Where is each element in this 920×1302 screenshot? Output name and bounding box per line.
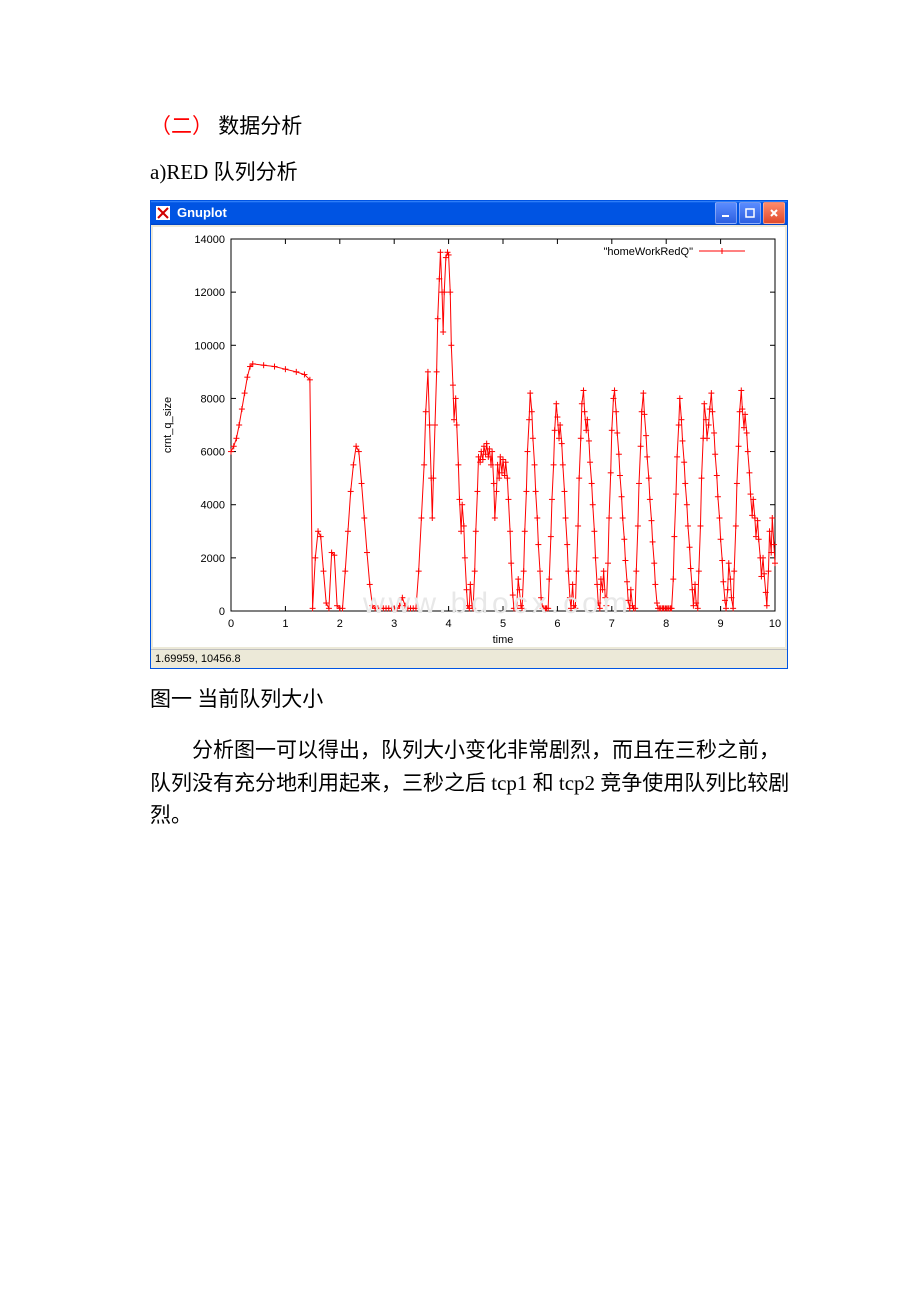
svg-text:8000: 8000: [201, 393, 225, 405]
svg-text:crnt_q_size: crnt_q_size: [162, 396, 174, 452]
window-titlebar: Gnuplot: [151, 201, 787, 225]
svg-text:4000: 4000: [201, 499, 225, 511]
figure-caption: 图一 当前队列大小: [150, 683, 790, 717]
svg-text:12000: 12000: [194, 287, 225, 299]
chart-plot-area: 0 2000 4000 6000 8000 10000 12000 14000 0 1 2 3 4 5 6 7…: [153, 227, 785, 647]
gnuplot-app-icon: [155, 205, 171, 221]
svg-text:3: 3: [391, 618, 397, 630]
svg-text:10: 10: [769, 618, 781, 630]
svg-text:"homeWorkRedQ": "homeWorkRedQ": [603, 246, 693, 258]
svg-text:7: 7: [609, 618, 615, 630]
svg-text:time: time: [493, 634, 514, 646]
svg-text:8: 8: [663, 618, 669, 630]
svg-text:6000: 6000: [201, 446, 225, 458]
subsection-heading: a)RED 队列分析: [150, 156, 790, 186]
svg-text:4: 4: [446, 618, 452, 630]
window-statusbar: 1.69959, 10456.8: [151, 649, 787, 668]
svg-text:10000: 10000: [194, 340, 225, 352]
gnuplot-window: Gnuplot 0 2000 4000 6000 8000 10000 12000 14000…: [150, 200, 788, 669]
window-title: Gnuplot: [177, 205, 715, 220]
svg-text:2: 2: [337, 618, 343, 630]
cursor-coordinates: 1.69959, 10456.8: [155, 653, 241, 665]
analysis-paragraph: 分析图一可以得出，队列大小变化非常剧烈，而且在三秒之前，队列没有充分地利用起来，…: [150, 734, 790, 832]
svg-text:1: 1: [282, 618, 288, 630]
close-button[interactable]: [763, 202, 785, 224]
svg-text:0: 0: [219, 606, 225, 618]
queue-size-chart: 0 2000 4000 6000 8000 10000 12000 14000 0 1 2 3 4 5 6 7…: [153, 227, 785, 647]
section-heading: （二） 数据分析: [150, 110, 790, 144]
section-heading-prefix: （二）: [150, 114, 218, 138]
svg-text:0: 0: [228, 618, 234, 630]
svg-text:6: 6: [554, 618, 560, 630]
svg-text:9: 9: [718, 618, 724, 630]
maximize-button[interactable]: [739, 202, 761, 224]
minimize-button[interactable]: [715, 202, 737, 224]
svg-text:2000: 2000: [201, 552, 225, 564]
svg-text:5: 5: [500, 618, 506, 630]
section-heading-text: 数据分析: [218, 114, 302, 138]
window-controls: [715, 202, 785, 224]
svg-text:14000: 14000: [194, 234, 225, 246]
